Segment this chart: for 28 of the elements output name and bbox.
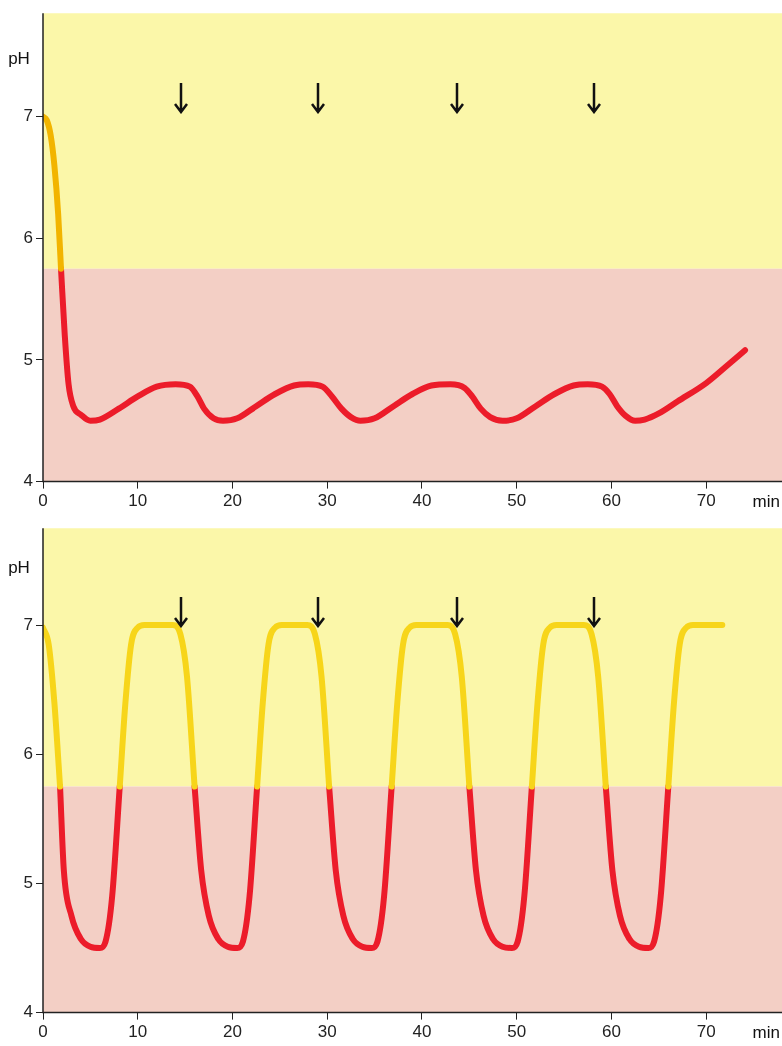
y-tick-label: 7	[23, 614, 33, 634]
x-tick-label: 30	[317, 491, 337, 511]
y-tick-label: 6	[23, 743, 33, 763]
x-tick-label: 60	[602, 491, 621, 511]
y-tick-label: 4	[23, 471, 33, 491]
x-tick-label: 70	[696, 491, 716, 511]
y-tick-label: 7	[23, 106, 33, 126]
y-axis-title: pH	[8, 557, 30, 577]
x-tick-label: 30	[317, 1022, 337, 1042]
x-tick-label: 70	[696, 1022, 716, 1042]
x-tick-label: 50	[507, 1022, 527, 1042]
x-tick-label: 50	[507, 491, 527, 511]
y-tick-label: 6	[23, 227, 33, 247]
x-tick-label: 10	[128, 491, 148, 511]
x-tick-label: 10	[128, 1022, 148, 1042]
y-tick-label: 5	[23, 873, 33, 893]
y-tick-label: 5	[23, 349, 33, 369]
x-tick-label: 60	[602, 1022, 621, 1042]
x-tick-label: 40	[412, 1022, 432, 1042]
x-tick-label: 20	[223, 491, 242, 511]
x-tick-label: 40	[412, 491, 432, 511]
x-tick-label: 20	[223, 1022, 242, 1042]
x-tick-label: 0	[38, 491, 48, 511]
x-axis-title: min	[752, 491, 780, 511]
x-tick-label: 0	[38, 1022, 48, 1042]
y-tick-label: 4	[23, 1002, 33, 1022]
y-axis-title: pH	[8, 49, 30, 69]
x-axis-title: min	[752, 1022, 780, 1042]
